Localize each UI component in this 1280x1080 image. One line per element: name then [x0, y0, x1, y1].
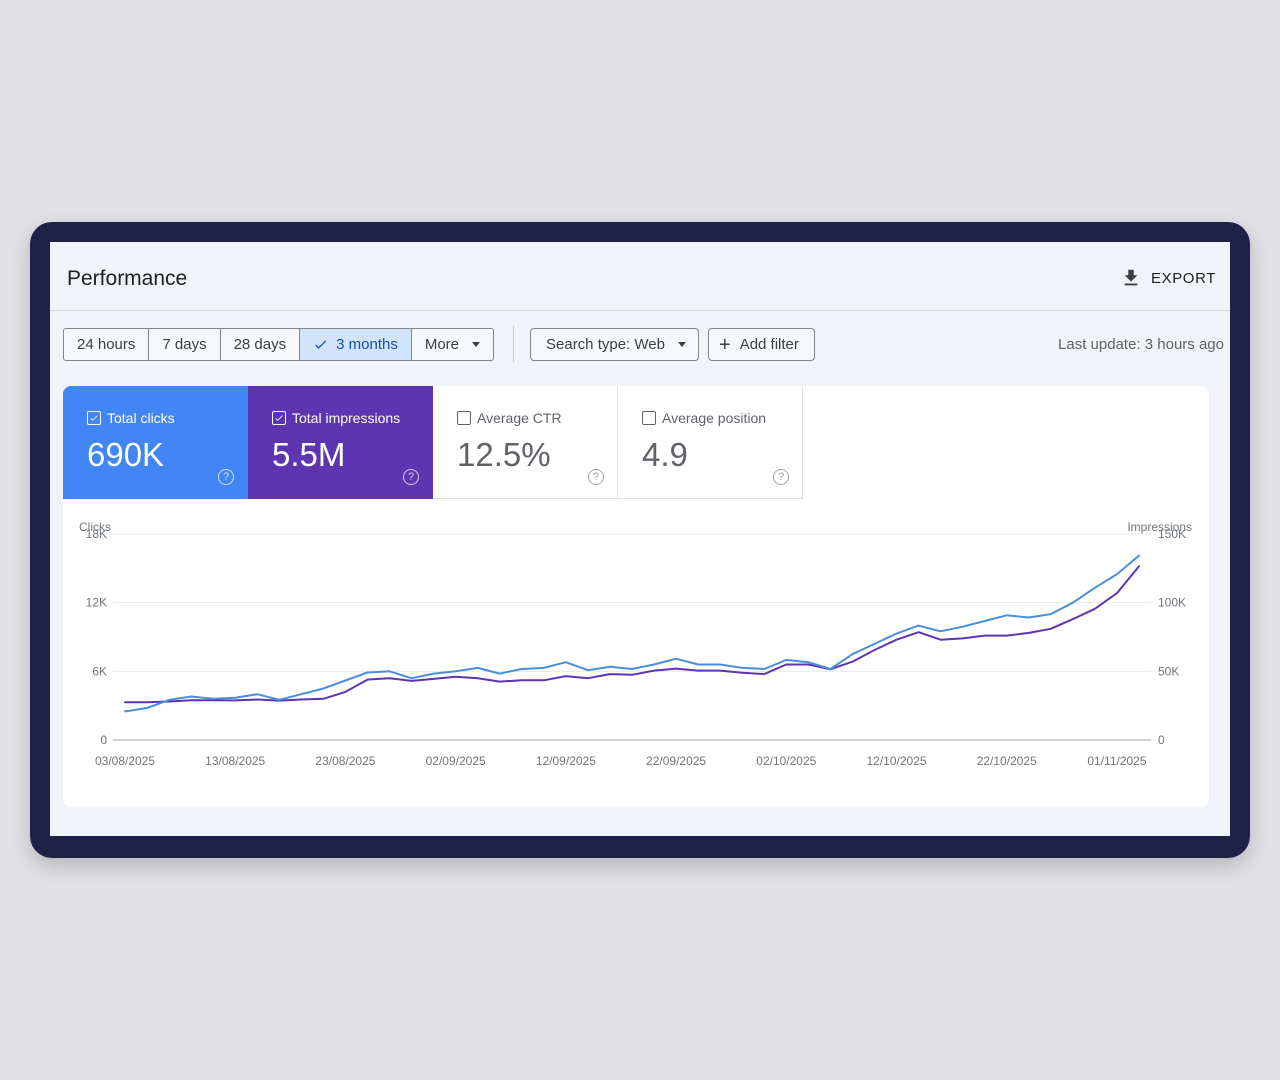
left-axis-tick-label: 0	[100, 733, 107, 747]
metric-average-ctr[interactable]: Average CTR 12.5% ?	[433, 386, 618, 499]
check-icon	[313, 337, 328, 352]
x-axis-tick-label: 22/09/2025	[646, 754, 706, 768]
toolbar-divider	[513, 326, 514, 362]
left-axis-tick-label: 18K	[86, 527, 107, 541]
last-update-text: Last update: 3 hours ago	[1058, 336, 1224, 353]
performance-chart: Clicks Impressions 0 0 6K 50K 12K 100K 18K 150K…	[79, 520, 1192, 768]
metric-label: Total clicks	[107, 410, 175, 426]
x-axis-tick-label: 03/08/2025	[95, 754, 155, 768]
x-axis-tick-label: 12/09/2025	[536, 754, 596, 768]
performance-card: Total clicks 690K ? Total impressions 5.…	[63, 386, 1209, 807]
range-option-3-months[interactable]: 3 months	[300, 329, 412, 360]
download-icon	[1124, 269, 1138, 286]
range-option-label: 3 months	[336, 336, 398, 353]
right-axis-tick-label: 50K	[1158, 664, 1179, 678]
x-axis-tick-label: 23/08/2025	[315, 754, 375, 768]
add-filter-label: Add filter	[739, 336, 799, 353]
metric-total-clicks[interactable]: Total clicks 690K ?	[63, 386, 248, 499]
dropdown-arrow-icon	[677, 342, 686, 347]
page-title: Performance	[67, 267, 188, 290]
metric-label: Average position	[662, 410, 767, 426]
checkbox-checked-icon[interactable]	[87, 411, 101, 425]
x-axis-tick-label: 13/08/2025	[205, 754, 265, 768]
right-axis-tick-label: 0	[1158, 733, 1165, 747]
metric-average-position[interactable]: Average position 4.9 ?	[618, 386, 803, 499]
x-axis-tick-label: 01/11/2025	[1087, 754, 1146, 768]
date-range-selector: 24 hours 7 days 28 days 3 months More	[63, 328, 495, 361]
help-icon[interactable]: ?	[773, 469, 789, 485]
search-type-label: Search type: Web	[546, 336, 665, 353]
header-bar: Performance EXPORT	[50, 242, 1230, 311]
metric-value: 5.5M	[272, 436, 346, 473]
export-button[interactable]: EXPORT	[1120, 267, 1216, 289]
performance-panel: Performance EXPORT 24 hours 7 days 28 da…	[50, 242, 1230, 836]
device-frame: Performance EXPORT 24 hours 7 days 28 da…	[30, 222, 1250, 858]
dropdown-arrow-icon	[472, 342, 481, 347]
metric-value: 690K	[87, 436, 165, 473]
right-axis-title: Impressions	[1127, 520, 1192, 534]
export-label: EXPORT	[1150, 269, 1216, 287]
add-filter-button[interactable]: + Add filter	[708, 328, 815, 361]
metric-value: 4.9	[642, 436, 688, 473]
metric-total-impressions[interactable]: Total impressions 5.5M ?	[248, 386, 433, 499]
range-option-7-days[interactable]: 7 days	[149, 329, 221, 360]
right-axis-tick-label: 100K	[1158, 596, 1186, 610]
more-label: More	[424, 336, 460, 353]
x-axis-tick-label: 12/10/2025	[866, 754, 926, 768]
impressions-series-line	[124, 565, 1140, 704]
metric-label: Total impressions	[292, 410, 401, 426]
checkbox-unchecked-icon[interactable]	[457, 411, 471, 425]
help-icon[interactable]: ?	[588, 469, 604, 485]
range-option-24-hours[interactable]: 24 hours	[64, 329, 150, 360]
x-axis-tick-label: 02/09/2025	[426, 754, 486, 768]
x-axis-tick-label: 22/10/2025	[977, 754, 1037, 768]
plus-icon: +	[719, 333, 731, 356]
left-axis-title: Clicks	[79, 520, 111, 534]
range-option-28-days[interactable]: 28 days	[221, 329, 301, 360]
search-type-dropdown[interactable]: Search type: Web	[530, 328, 699, 361]
more-ranges-dropdown[interactable]: More	[412, 329, 493, 360]
help-icon[interactable]: ?	[403, 469, 419, 485]
checkbox-checked-icon[interactable]	[272, 411, 286, 425]
metric-label: Average CTR	[477, 410, 562, 426]
right-axis-tick-label: 150K	[1158, 527, 1186, 541]
checkbox-unchecked-icon[interactable]	[642, 411, 656, 425]
x-axis-tick-label: 02/10/2025	[756, 754, 816, 768]
help-icon[interactable]: ?	[218, 469, 234, 485]
left-axis-tick-label: 12K	[86, 596, 107, 610]
left-axis-tick-label: 6K	[92, 664, 107, 678]
metric-value: 12.5%	[457, 436, 551, 473]
clicks-series-line	[124, 554, 1140, 713]
